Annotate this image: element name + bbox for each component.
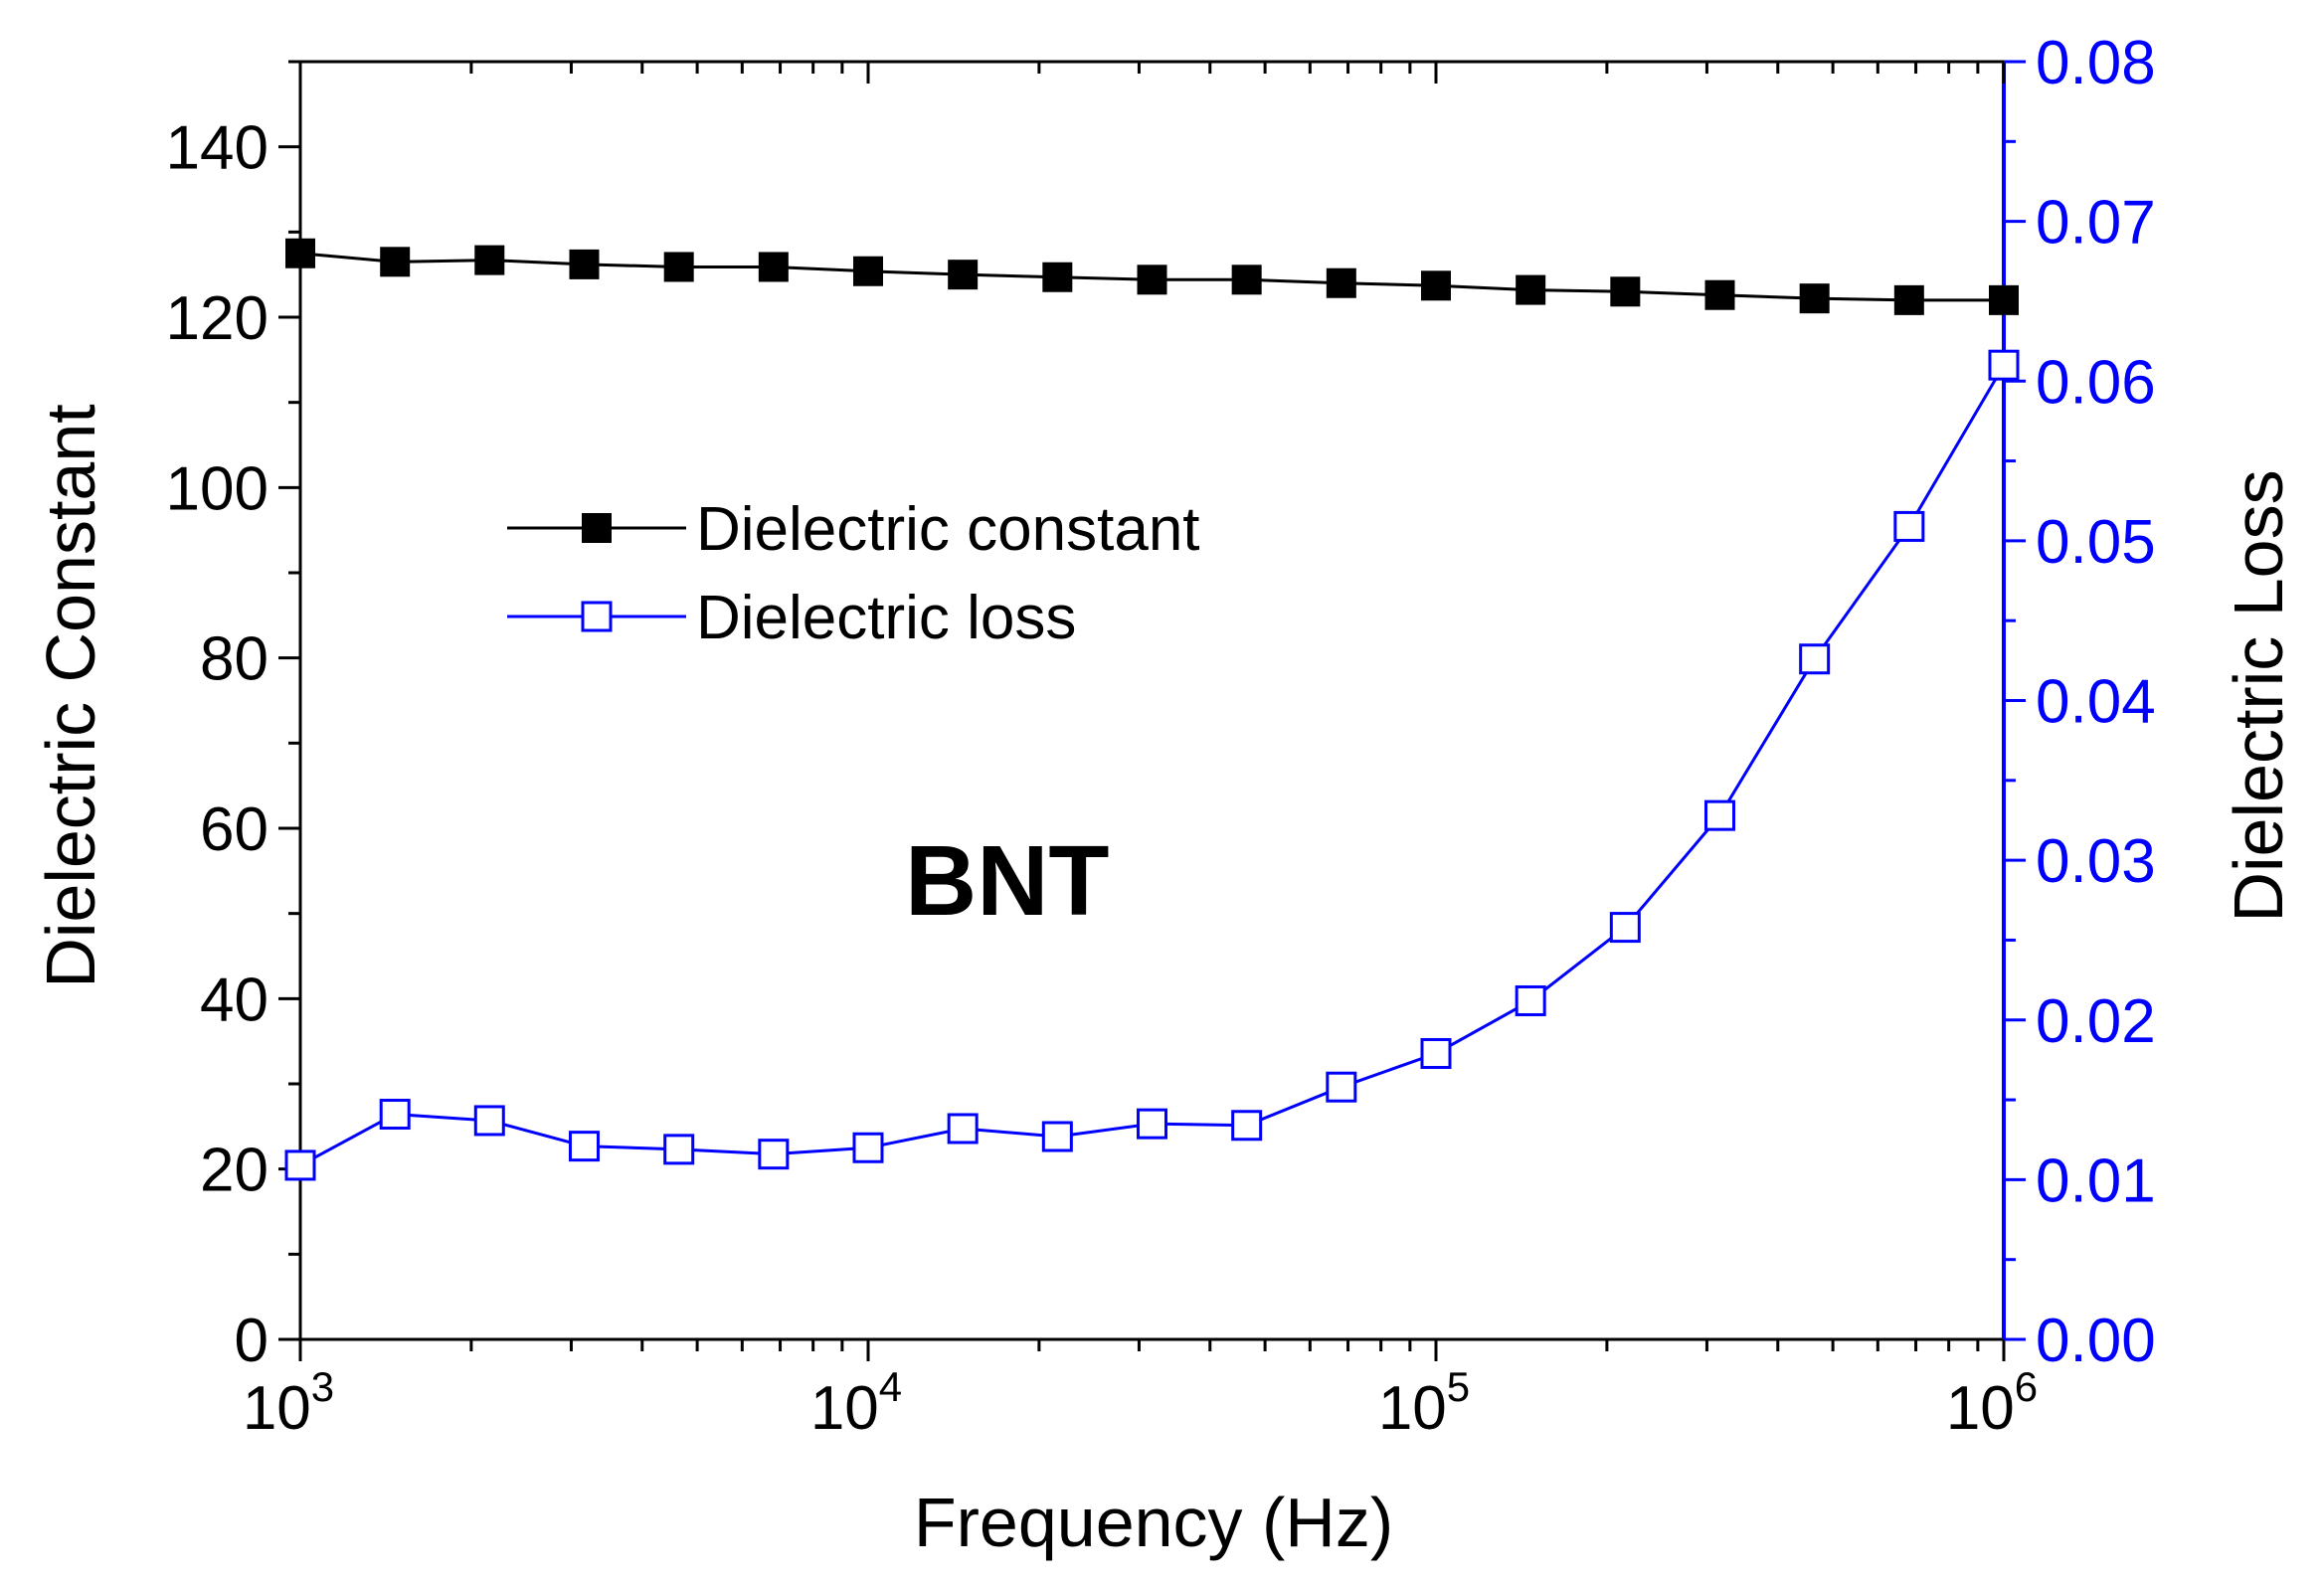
data-point-dielectric-loss: [1988, 349, 2020, 381]
data-point-dielectric-loss: [1609, 912, 1641, 944]
data-point-dielectric-constant: [1042, 262, 1073, 292]
axes: 103 104 105 106 0 20 40 60 80 100 120 140 0.00 0.01 0.…: [166, 29, 2156, 1443]
data-point-dielectric-constant: [758, 252, 789, 282]
x-tick-label: 103: [243, 1363, 334, 1443]
legend: Dielectric constant Dielectric loss: [507, 495, 1200, 652]
data-point-dielectric-loss: [1231, 1110, 1263, 1142]
y-axis-title-left: Dielectric Constant: [32, 404, 109, 987]
data-point-dielectric-loss: [1799, 643, 1831, 675]
y-left-tick-label: 100: [166, 454, 268, 523]
x-tick-label: 106: [1946, 1363, 2038, 1443]
data-point-dielectric-loss: [1326, 1071, 1357, 1103]
data-point-dielectric-loss: [758, 1139, 790, 1170]
x-tick-label: 105: [1378, 1363, 1470, 1443]
legend-marker-dielectric-loss: [581, 601, 613, 632]
legend-marker-dielectric-constant: [582, 513, 612, 543]
data-point-dielectric-loss: [1515, 984, 1546, 1016]
data-point-dielectric-loss: [1420, 1037, 1452, 1069]
series-line-dielectric-loss: [299, 364, 2006, 1167]
data-point-dielectric-constant: [948, 260, 979, 290]
x-axis-title: Frequency (Hz): [914, 1484, 1393, 1561]
data-point-dielectric-loss: [663, 1134, 695, 1165]
y-left-tick-label: 20: [200, 1137, 268, 1205]
data-point-dielectric-constant: [380, 247, 411, 277]
y-right-tick-label: 0.02: [2036, 987, 2156, 1056]
data-point-dielectric-constant: [1326, 267, 1356, 298]
y-right-tick-label: 0.08: [2036, 29, 2156, 97]
data-point-dielectric-constant: [1137, 264, 1167, 295]
x-tick-label: 104: [810, 1363, 902, 1443]
y-right-tick-label: 0.03: [2036, 827, 2156, 896]
y-right-tick-label: 0.05: [2036, 508, 2156, 577]
data-point-dielectric-loss: [1704, 799, 1736, 831]
y-left-tick-label: 60: [200, 795, 268, 864]
data-point-dielectric-loss: [284, 1149, 316, 1181]
data-point-dielectric-constant: [1893, 284, 1924, 315]
data-point-dielectric-constant: [1610, 276, 1641, 307]
y-axis-title-right: Dielectric Loss: [2220, 469, 2297, 922]
data-point-dielectric-loss: [1893, 510, 1925, 542]
data-point-dielectric-constant: [474, 245, 505, 275]
y-right-tick-label: 0.01: [2036, 1146, 2156, 1215]
data-point-dielectric-constant: [1516, 274, 1546, 305]
data-point-dielectric-constant: [1989, 284, 2019, 315]
data-point-dielectric-loss: [1041, 1121, 1073, 1152]
data-point-dielectric-constant: [663, 252, 694, 282]
y-right-tick-label: 0.07: [2036, 189, 2156, 258]
y-left-tick-label: 80: [200, 625, 268, 694]
data-point-dielectric-constant: [1421, 270, 1451, 301]
y-left-tick-label: 140: [166, 114, 268, 183]
plot-series: [284, 238, 2020, 1181]
y-left-tick-label: 0: [235, 1307, 268, 1375]
legend-label-dielectric-loss: Dielectric loss: [696, 584, 1076, 652]
data-point-dielectric-constant: [1799, 283, 1830, 314]
legend-label-dielectric-constant: Dielectric constant: [696, 495, 1200, 564]
data-point-dielectric-loss: [473, 1105, 505, 1137]
data-point-dielectric-constant: [285, 238, 315, 268]
data-point-dielectric-loss: [852, 1132, 884, 1163]
annotation-bnt: BNT: [905, 825, 1110, 937]
data-point-dielectric-loss: [568, 1131, 600, 1162]
data-point-dielectric-constant: [853, 256, 883, 286]
data-point-dielectric-constant: [1704, 279, 1735, 310]
data-point-dielectric-loss: [379, 1099, 411, 1131]
y-left-tick-label: 40: [200, 966, 268, 1034]
data-point-dielectric-constant: [1231, 264, 1262, 295]
y-right-tick-label: 0.06: [2036, 348, 2156, 417]
data-point-dielectric-loss: [1137, 1108, 1168, 1140]
y-right-tick-label: 0.00: [2036, 1307, 2156, 1375]
y-left-tick-label: 120: [166, 284, 268, 353]
y-right-tick-label: 0.04: [2036, 668, 2156, 737]
data-point-dielectric-loss: [947, 1113, 979, 1145]
data-point-dielectric-constant: [569, 249, 600, 279]
